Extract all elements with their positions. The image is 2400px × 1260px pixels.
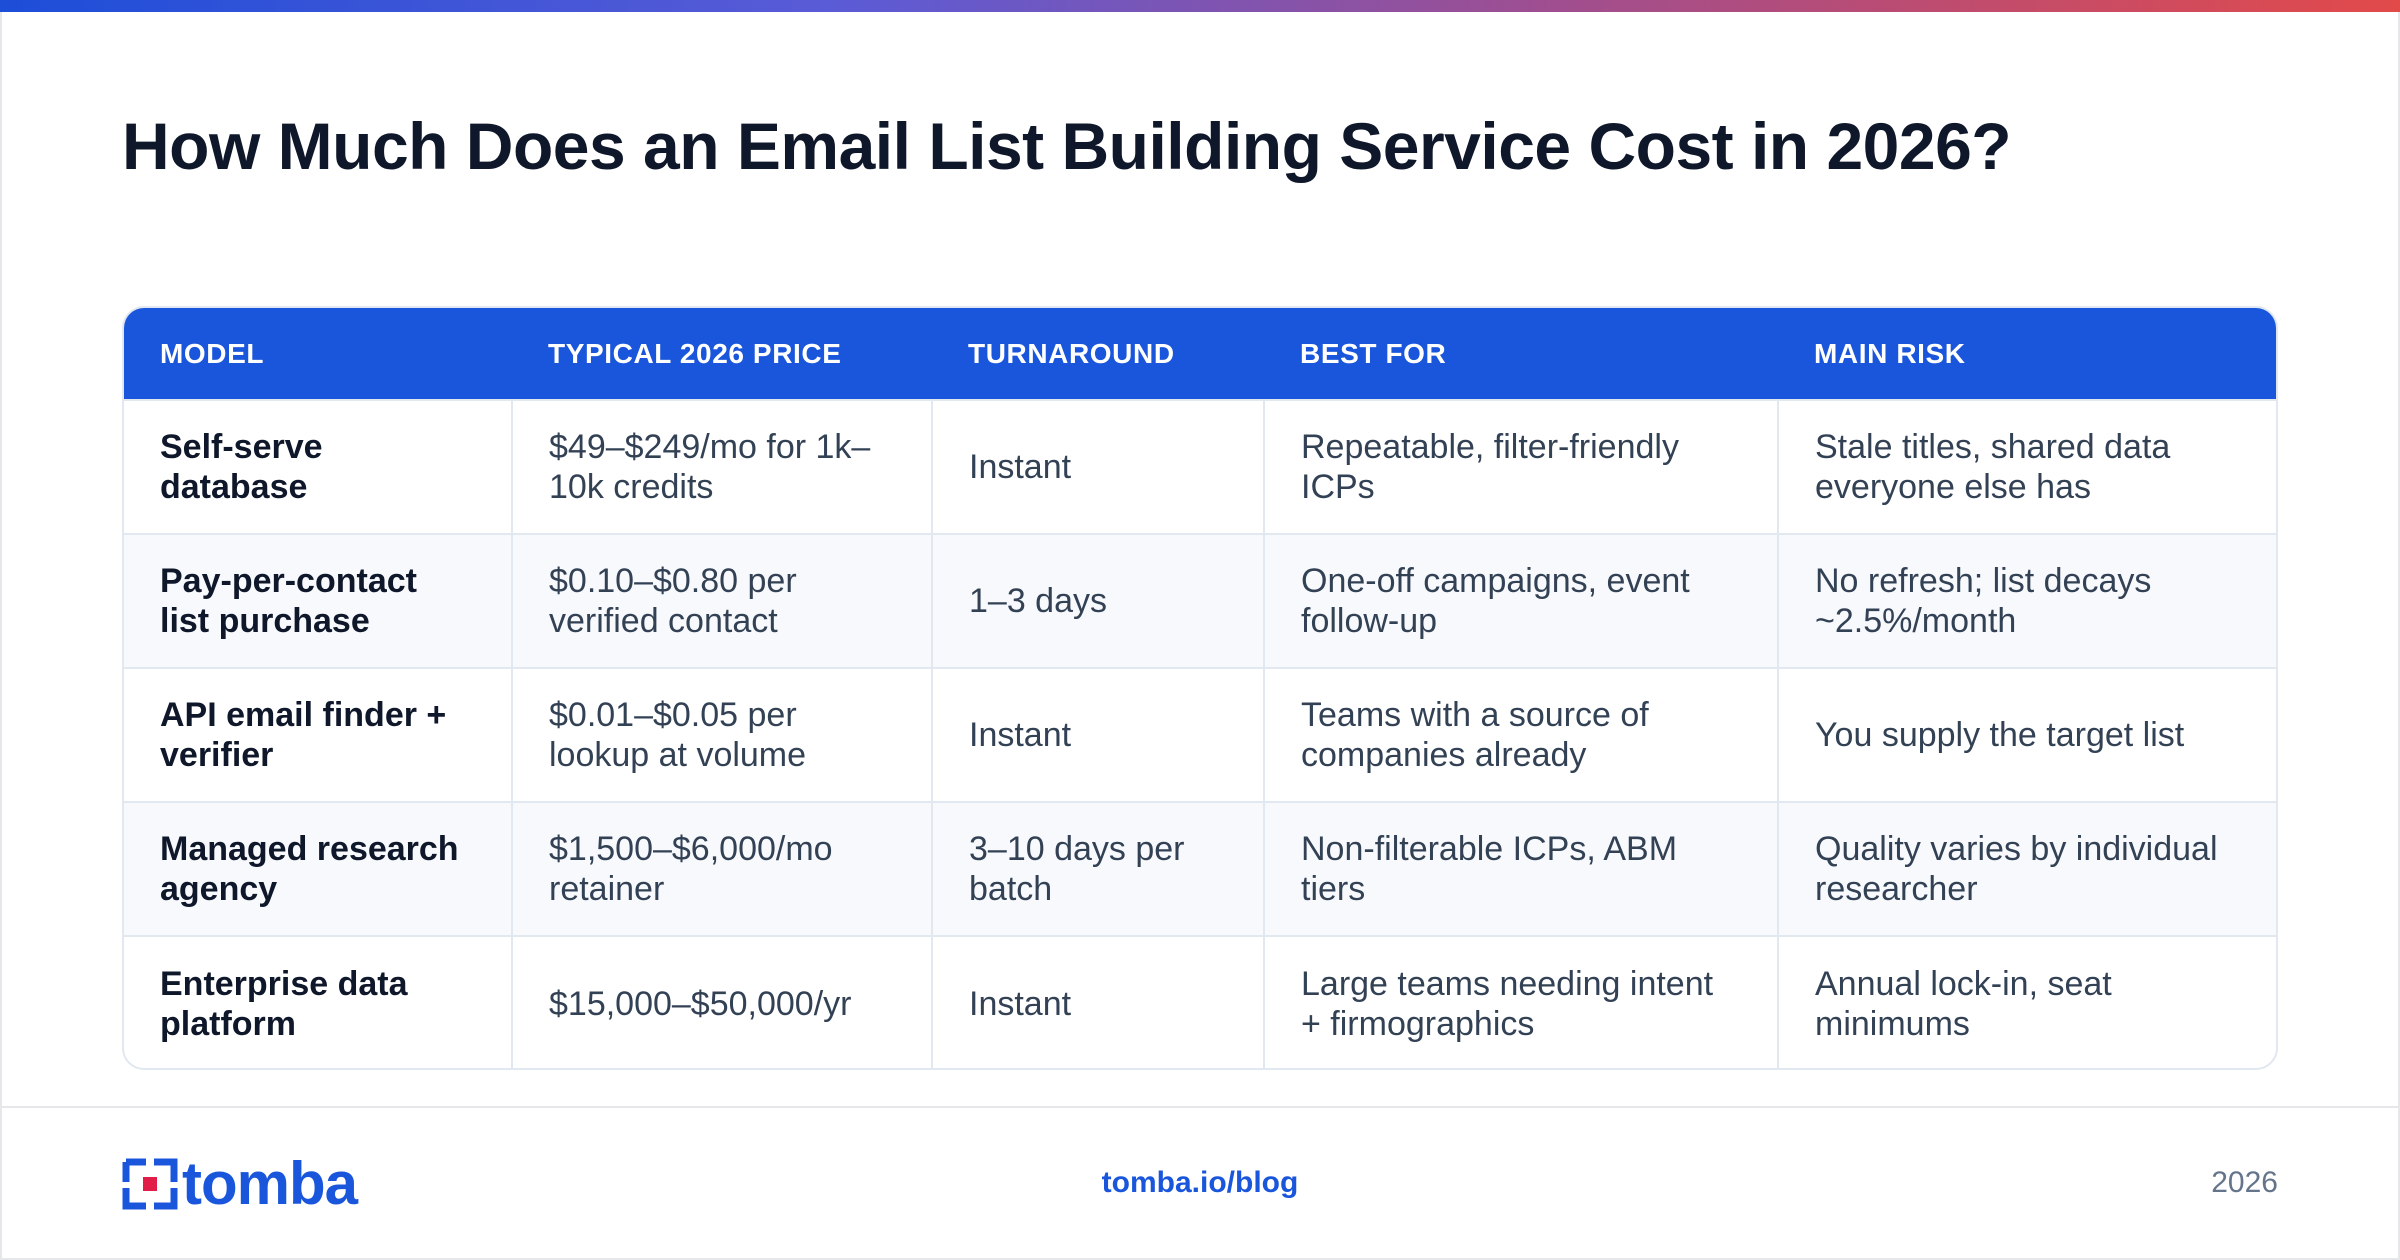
table-row: API email finder + verifier $0.01–$0.05 … <box>124 667 2276 802</box>
cell-main-risk: You supply the target list <box>1777 667 2276 802</box>
cell-best-for: Non-filterable ICPs, ABM tiers <box>1263 801 1778 936</box>
cell-turnaround: Instant <box>931 399 1264 534</box>
table-header-row: Model Typical 2026 Price Turnaround Best… <box>124 308 2276 400</box>
logo-wordmark: tomba <box>182 1150 358 1217</box>
cell-model: Pay-per-contact list purchase <box>124 533 512 668</box>
footer-divider <box>0 1106 2400 1108</box>
cell-turnaround: Instant <box>931 667 1264 802</box>
cell-best-for: Large teams needing intent + firmographi… <box>1263 935 1778 1068</box>
cell-model: API email finder + verifier <box>124 667 512 802</box>
page-title: How Much Does an Email List Building Ser… <box>122 109 2012 183</box>
header-price: Typical 2026 Price <box>548 337 842 369</box>
cell-price: $0.10–$0.80 per verified contact <box>511 533 932 668</box>
table-row: Managed research agency $1,500–$6,000/mo… <box>124 801 2276 936</box>
table-row: Self-serve database $49–$249/mo for 1k–1… <box>124 399 2276 534</box>
cell-turnaround: 3–10 days per batch <box>931 801 1264 936</box>
table-row: Pay-per-contact list purchase $0.10–$0.8… <box>124 533 2276 668</box>
cell-price: $0.01–$0.05 per lookup at volume <box>511 667 932 802</box>
cell-model: Managed research agency <box>124 801 512 936</box>
footer-year: 2026 <box>2211 1166 2278 1199</box>
cell-price: $49–$249/mo for 1k–10k credits <box>511 399 932 534</box>
cell-model: Enterprise data platform <box>124 935 512 1068</box>
cell-price: $15,000–$50,000/yr <box>511 935 932 1068</box>
cell-main-risk: Stale titles, shared data everyone else … <box>1777 399 2276 534</box>
cell-best-for: One-off campaigns, event follow-up <box>1263 533 1778 668</box>
cell-main-risk: Quality varies by individual researcher <box>1777 801 2276 936</box>
table-row: Enterprise data platform $15,000–$50,000… <box>124 935 2276 1068</box>
blog-link[interactable]: tomba.io/blog <box>1101 1166 1299 1199</box>
header-best-for: Best For <box>1300 337 1447 369</box>
cell-main-risk: Annual lock-in, seat minimums <box>1777 935 2276 1068</box>
cell-turnaround: Instant <box>931 935 1264 1068</box>
cell-turnaround: 1–3 days <box>931 533 1264 668</box>
header-main-risk: Main Risk <box>1814 337 1966 369</box>
tomba-logo: tomba <box>122 1150 358 1217</box>
cell-price: $1,500–$6,000/mo retainer <box>511 801 932 936</box>
header-turnaround: Turnaround <box>968 337 1175 369</box>
tomba-logo-icon <box>122 1158 178 1210</box>
cell-main-risk: No refresh; list decays ~2.5%/month <box>1777 533 2276 668</box>
cell-model: Self-serve database <box>124 399 512 534</box>
header-model: Model <box>160 337 265 369</box>
pricing-table: Model Typical 2026 Price Turnaround Best… <box>122 306 2278 1070</box>
cell-best-for: Teams with a source of companies already <box>1263 667 1778 802</box>
top-accent-bar <box>0 0 2400 12</box>
cell-best-for: Repeatable, filter-friendly ICPs <box>1263 399 1778 534</box>
